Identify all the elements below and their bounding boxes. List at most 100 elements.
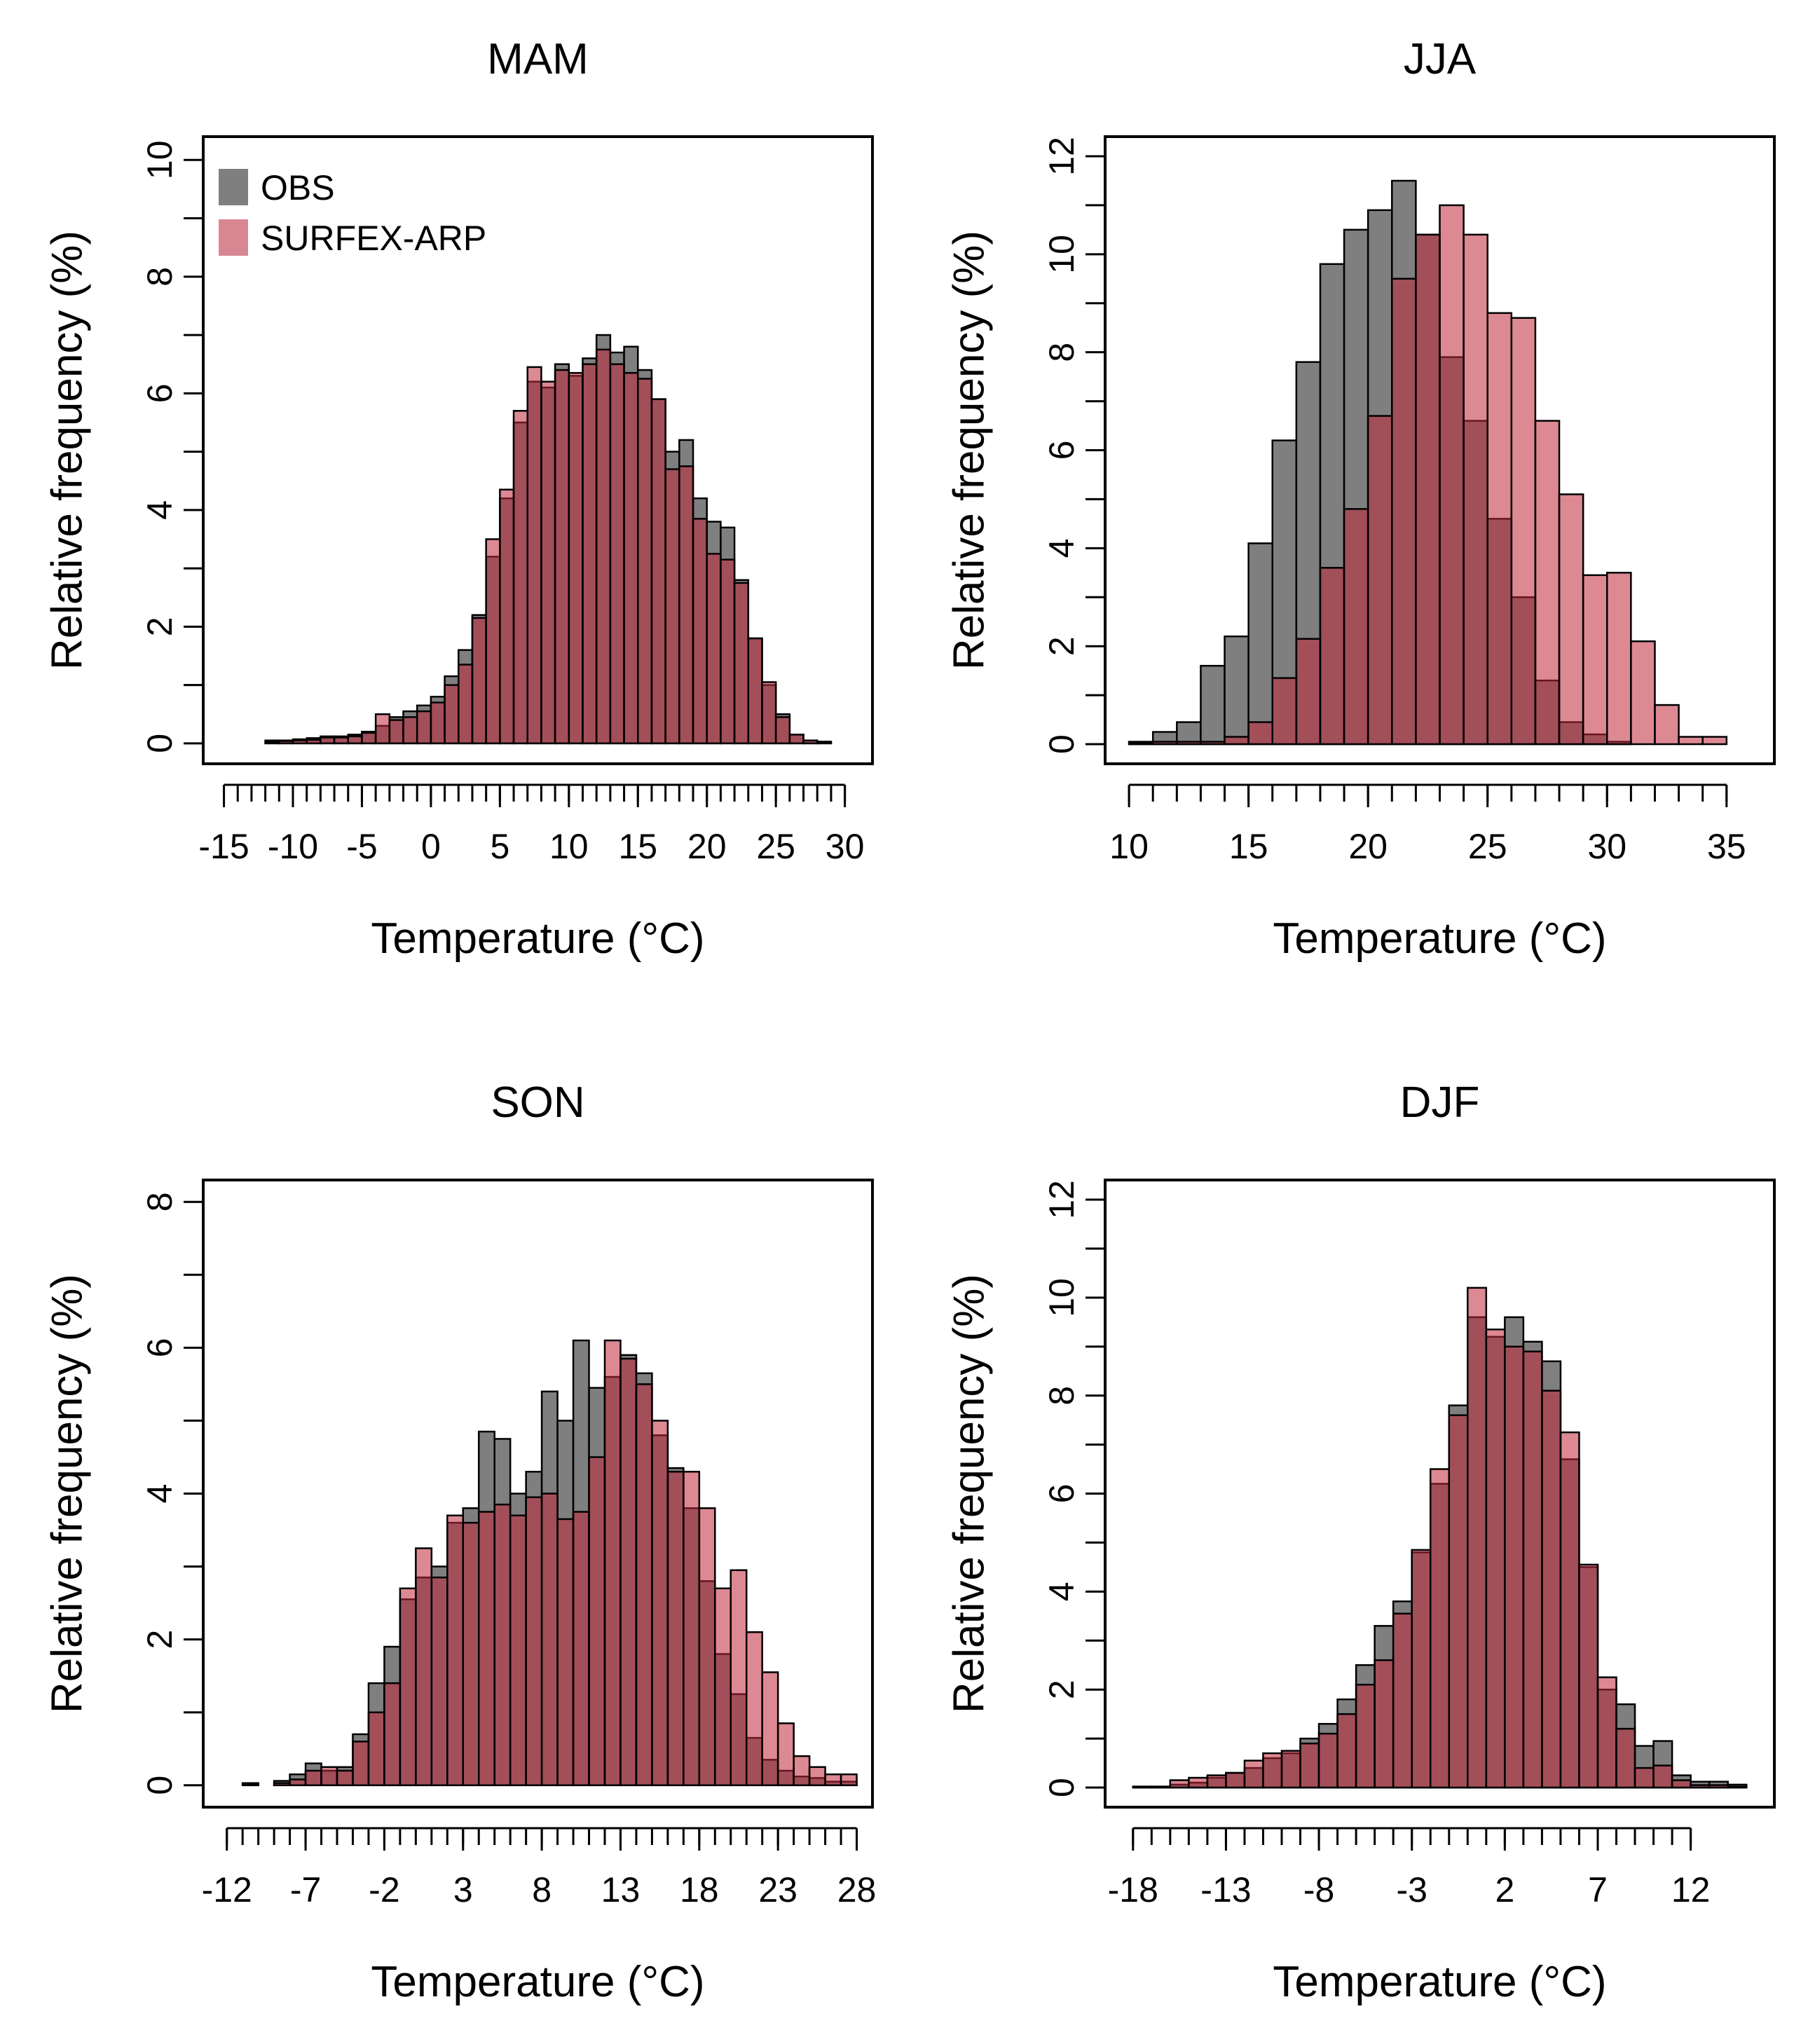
model-bars [264,348,833,745]
y-tick-label: 8 [140,1192,179,1212]
model-bar [1671,1779,1692,1789]
model-bar [399,1587,417,1787]
model-bar [698,1507,716,1787]
y-axis: 0 2 4 6 8 10 12 [1042,137,1107,754]
model-bar [808,1766,826,1787]
y-tick-label: 8 [140,267,179,287]
x-tick-label: 3 [453,1870,473,1909]
x-tick-label: 20 [1348,827,1388,866]
model-bar [1485,1329,1506,1789]
x-tick-label: -5 [346,827,377,866]
model-bar [1486,312,1513,746]
model-bars [1132,1287,1748,1789]
model-bar [388,719,404,745]
model-bar [509,1514,527,1787]
y-tick-label: 4 [1042,1582,1081,1601]
x-tick-label: -2 [369,1870,399,1909]
model-bar [556,1518,575,1787]
x-tick-label: 30 [1587,827,1626,866]
model-bar [1439,204,1465,746]
model-bar [1319,567,1345,746]
x-tick-label: 20 [687,827,727,866]
model-bar [623,371,639,745]
x-tick-label: 18 [680,1870,719,1909]
model-bar [1169,1779,1190,1789]
model-bar [430,701,446,745]
model-bar [582,363,598,745]
model-bar [609,363,625,745]
x-tick-label: 35 [1707,827,1746,866]
x-tick-label: 15 [618,827,657,866]
model-bar [1343,508,1369,746]
x-tick-label: 10 [549,827,589,866]
x-tick-label: 25 [1468,827,1507,866]
model-bar [416,710,432,745]
y-axis: 0 2 4 6 8 10 12 [1042,1180,1107,1797]
model-bar [512,410,528,745]
x-axis-label: Temperature (°C) [1273,1958,1606,2006]
x-axis: -18 -13 -8 -3 2 7 12 [1108,1827,1711,1909]
model-bar [526,366,542,745]
y-tick-label: 6 [140,383,179,403]
legend-label-obs: OBS [261,168,335,207]
model-bar [678,465,694,745]
model-bar [568,371,584,745]
model-bar [1678,736,1704,746]
model-bar [1355,1683,1376,1789]
x-tick-label: 8 [532,1870,552,1909]
model-bar [1630,640,1656,746]
y-tick-label: 10 [1042,1278,1081,1317]
model-bar [664,468,680,745]
model-bar [1280,1750,1301,1789]
model-bar [383,1682,402,1787]
model-bar [1690,1784,1711,1789]
x-tick-label: 15 [1229,827,1268,866]
model-bar [320,736,336,745]
model-bar [306,739,322,745]
model-bar [241,1783,259,1787]
y-tick-label: 2 [1042,636,1081,656]
model-bar [595,348,612,745]
model-bar [1391,277,1417,746]
y-tick-label: 10 [140,140,179,179]
model-bar [730,1569,748,1787]
x-tick-label: 12 [1671,1870,1711,1909]
y-tick-label: 6 [140,1338,179,1357]
model-bar [320,1766,338,1787]
y-tick-label: 6 [1042,1484,1081,1504]
panel-title: MAM [487,35,589,83]
model-bar [1558,493,1584,746]
model-bar [776,1722,795,1787]
x-axis-label: Temperature (°C) [371,1958,704,2006]
y-tick-label: 2 [140,1630,179,1649]
legend: OBS SURFEX-ARP [219,168,486,258]
x-tick-label: 25 [756,827,795,866]
model-bar [1392,1612,1413,1789]
x-axis-label: Temperature (°C) [371,914,704,963]
model-bar [289,1778,307,1787]
model-bar [1701,736,1728,746]
model-bar [666,1471,685,1787]
x-tick-label: -7 [290,1870,321,1909]
panel-son: SON -12 -7 -2 3 8 13 18 23 28 Temperature (°C) 0 2 4 6… [43,1078,876,2006]
model-bar [683,1471,701,1787]
y-tick-label: 8 [1042,1386,1081,1406]
model-bar [273,1782,291,1787]
model-bar [1467,1287,1488,1789]
x-tick-label: -8 [1303,1870,1334,1909]
model-bar [1176,741,1202,746]
model-bar [471,617,487,745]
model-bar [1247,721,1273,746]
model-bar [352,1741,370,1787]
model-bar [1128,742,1154,746]
model-bar [367,1711,385,1787]
y-tick-label: 12 [1042,137,1081,176]
panel-jja: JJA 10 15 20 25 30 35 Temperature (°C) 0 2 4 6 8 10 12… [945,35,1776,963]
model-bar [1510,317,1537,746]
model-bar [493,1503,512,1787]
model-bar [1615,1727,1636,1789]
model-bar [1652,1764,1673,1789]
model-bar [1225,1771,1246,1789]
model-bar [525,1496,543,1787]
